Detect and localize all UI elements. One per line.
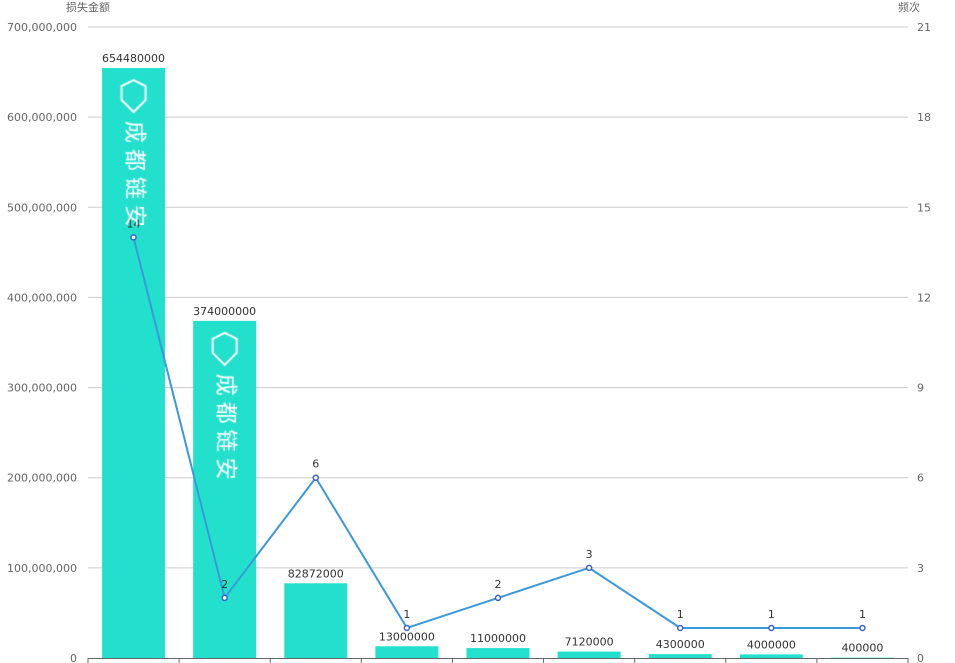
line-point [859, 624, 866, 632]
bar-value-label: 7120000 [565, 636, 614, 649]
right-tick-label: 6 [917, 472, 924, 485]
bar-series: 654480000 374000000 82872000 13000000 110000… [102, 52, 894, 659]
bar [739, 654, 803, 658]
right-tick-label: 9 [917, 382, 924, 395]
right-tick-label: 0 [917, 652, 924, 663]
line-value-label: 1 [677, 608, 684, 621]
bar-value-label: 4000000 [747, 638, 796, 651]
line-point [312, 474, 320, 481]
bar-value-label: 4300000 [656, 638, 705, 651]
line-point [130, 234, 137, 241]
line-point [221, 594, 228, 602]
bar [102, 68, 166, 659]
bar-value-label: 374000000 [193, 305, 256, 318]
bar [466, 648, 530, 658]
bar [375, 646, 439, 658]
left-tick-label: 300,000,000 [7, 382, 77, 395]
left-tick-label: 500,000,000 [7, 201, 77, 214]
line-value-label: 3 [586, 548, 593, 561]
bar [557, 651, 621, 658]
line-value-label: 14 [127, 217, 141, 230]
bar-value-label: 11000000 [470, 632, 526, 645]
line-value-label: 1 [859, 608, 866, 621]
right-tick-label: 3 [917, 562, 924, 575]
line-value-label: 1 [768, 608, 775, 621]
bar-value-label: 654480000 [102, 52, 165, 65]
right-tick-label: 15 [917, 201, 931, 214]
bar [648, 654, 712, 658]
line-point [768, 624, 775, 632]
right-tick-label: 18 [917, 111, 931, 124]
line-value-label: 2 [495, 578, 502, 591]
left-tick-label: 0 [70, 652, 77, 663]
bar [193, 320, 257, 658]
line-point [494, 594, 502, 602]
left-tick-label: 700,000,000 [7, 21, 77, 34]
left-tick-label: 400,000,000 [7, 291, 77, 304]
line-value-label: 6 [312, 458, 319, 471]
left-tick-label: 100,000,000 [7, 562, 77, 575]
right-tick-label: 21 [917, 21, 931, 34]
bar [284, 583, 348, 658]
line-point [403, 624, 411, 632]
left-tick-label: 200,000,000 [7, 472, 77, 485]
left-tick-label: 600,000,000 [7, 111, 77, 124]
right-axis-name: 频次 [898, 0, 920, 14]
line-point [676, 624, 684, 632]
line-point [585, 564, 593, 572]
bar-value-label: 13000000 [379, 630, 435, 643]
bar-value-label: 82872000 [288, 567, 344, 580]
right-tick-label: 12 [917, 291, 931, 304]
line-value-label: 2 [221, 578, 228, 591]
line-value-label: 1 [403, 608, 410, 621]
left-axis-name: 损失金额 [66, 0, 110, 14]
bar-value-label: 400000 [841, 642, 883, 655]
